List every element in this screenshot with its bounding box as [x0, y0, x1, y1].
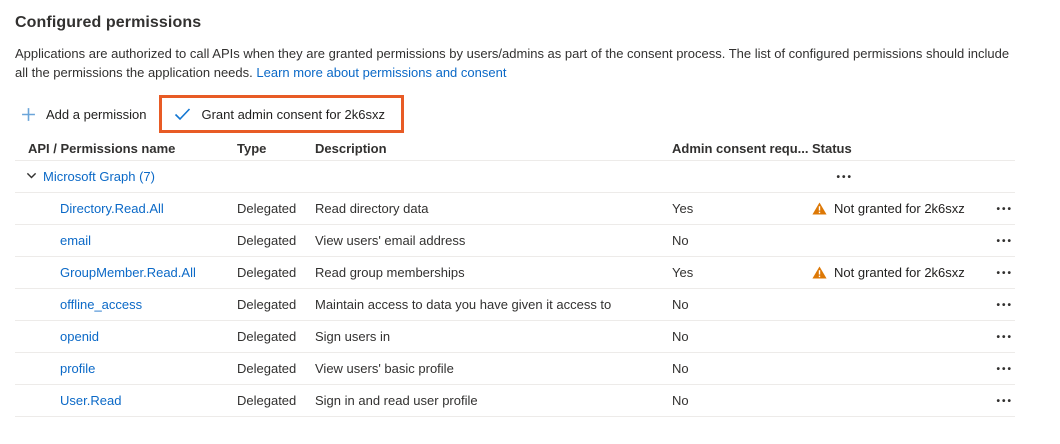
description-text: Applications are authorized to call APIs… [15, 44, 1025, 82]
col-header-api-permissions-name: API / Permissions name [28, 141, 176, 156]
permission-description: View users' basic profile [315, 361, 454, 376]
table-header-row: API / Permissions name Type Description … [15, 137, 1015, 161]
table-row: profile Delegated View users' basic prof… [15, 353, 1015, 385]
command-bar: Add a permission Grant admin consent for… [15, 94, 1045, 134]
grant-admin-consent-button[interactable]: Grant admin consent for 2k6sxz [168, 98, 391, 130]
admin-consent-value: No [672, 233, 689, 248]
permissions-table: API / Permissions name Type Description … [15, 137, 1015, 417]
admin-consent-value: Yes [672, 265, 694, 280]
status-text: Not granted for 2k6sxz [834, 201, 965, 216]
permission-name-link[interactable]: offline_access [60, 297, 143, 312]
permission-name-link[interactable]: Directory.Read.All [60, 201, 164, 216]
permission-description: Sign in and read user profile [315, 393, 478, 408]
admin-consent-value: No [672, 393, 689, 408]
api-group-row: Microsoft Graph (7) ••• [15, 161, 1015, 193]
permission-name-link[interactable]: email [60, 233, 92, 248]
more-options-button[interactable]: ••• [996, 300, 1013, 311]
col-header-status: Status [812, 141, 852, 156]
table-row: email Delegated View users' email addres… [15, 225, 1015, 257]
status-text: Not granted for 2k6sxz [834, 265, 965, 280]
more-options-button[interactable]: ••• [996, 396, 1013, 407]
more-options-button[interactable]: ••• [996, 332, 1013, 343]
permission-type: Delegated [237, 265, 297, 280]
page-title: Configured permissions [15, 14, 202, 31]
more-options-button[interactable]: ••• [996, 204, 1013, 215]
table-row: offline_access Delegated Maintain access… [15, 289, 1015, 321]
col-header-admin-consent: Admin consent requ... [672, 141, 809, 156]
permission-name-link[interactable]: profile [60, 361, 96, 376]
permission-name-link[interactable]: User.Read [60, 393, 122, 408]
permission-type: Delegated [237, 329, 297, 344]
admin-consent-value: No [672, 329, 689, 344]
table-row: Directory.Read.All Delegated Read direct… [15, 193, 1015, 225]
api-group-link[interactable]: Microsoft Graph (7) [43, 169, 155, 184]
warning-icon [812, 202, 827, 215]
learn-more-link[interactable]: Learn more about permissions and consent [256, 65, 507, 80]
grant-admin-consent-label: Grant admin consent for 2k6sxz [201, 106, 385, 122]
permission-rows: Directory.Read.All Delegated Read direct… [15, 193, 1015, 417]
permission-status: Not granted for 2k6sxz [812, 265, 975, 280]
check-icon [174, 107, 191, 121]
permission-status: Not granted for 2k6sxz [812, 201, 975, 216]
col-header-description: Description [315, 141, 387, 156]
permission-name-link[interactable]: openid [60, 329, 100, 344]
warning-icon [812, 266, 827, 279]
more-options-button[interactable]: ••• [836, 172, 853, 183]
table-row: GroupMember.Read.All Delegated Read grou… [15, 257, 1015, 289]
permission-description: Read group memberships [315, 265, 465, 280]
add-permission-label: Add a permission [46, 106, 147, 122]
table-row: User.Read Delegated Sign in and read use… [15, 385, 1015, 417]
permission-description: Sign users in [315, 329, 391, 344]
more-options-button[interactable]: ••• [996, 236, 1013, 247]
permission-description: View users' email address [315, 233, 466, 248]
permission-type: Delegated [237, 233, 297, 248]
chevron-down-icon[interactable] [25, 169, 38, 185]
plus-icon [21, 107, 36, 122]
permission-type: Delegated [237, 201, 297, 216]
col-header-type: Type [237, 141, 267, 156]
permission-description: Maintain access to data you have given i… [315, 297, 612, 312]
permission-type: Delegated [237, 361, 297, 376]
grant-consent-highlight-box: Grant admin consent for 2k6sxz [159, 95, 404, 133]
permission-type: Delegated [237, 297, 297, 312]
admin-consent-value: No [672, 297, 689, 312]
table-row: openid Delegated Sign users in No ••• [15, 321, 1015, 353]
configured-permissions-panel: Configured permissions Applications are … [15, 14, 1045, 417]
more-options-button[interactable]: ••• [996, 364, 1013, 375]
add-permission-button[interactable]: Add a permission [15, 98, 152, 130]
permission-type: Delegated [237, 393, 297, 408]
permission-description: Read directory data [315, 201, 429, 216]
description-body: Applications are authorized to call APIs… [15, 46, 1010, 80]
admin-consent-value: No [672, 361, 689, 376]
permission-name-link[interactable]: GroupMember.Read.All [60, 265, 196, 280]
more-options-button[interactable]: ••• [996, 268, 1013, 279]
admin-consent-value: Yes [672, 201, 694, 216]
